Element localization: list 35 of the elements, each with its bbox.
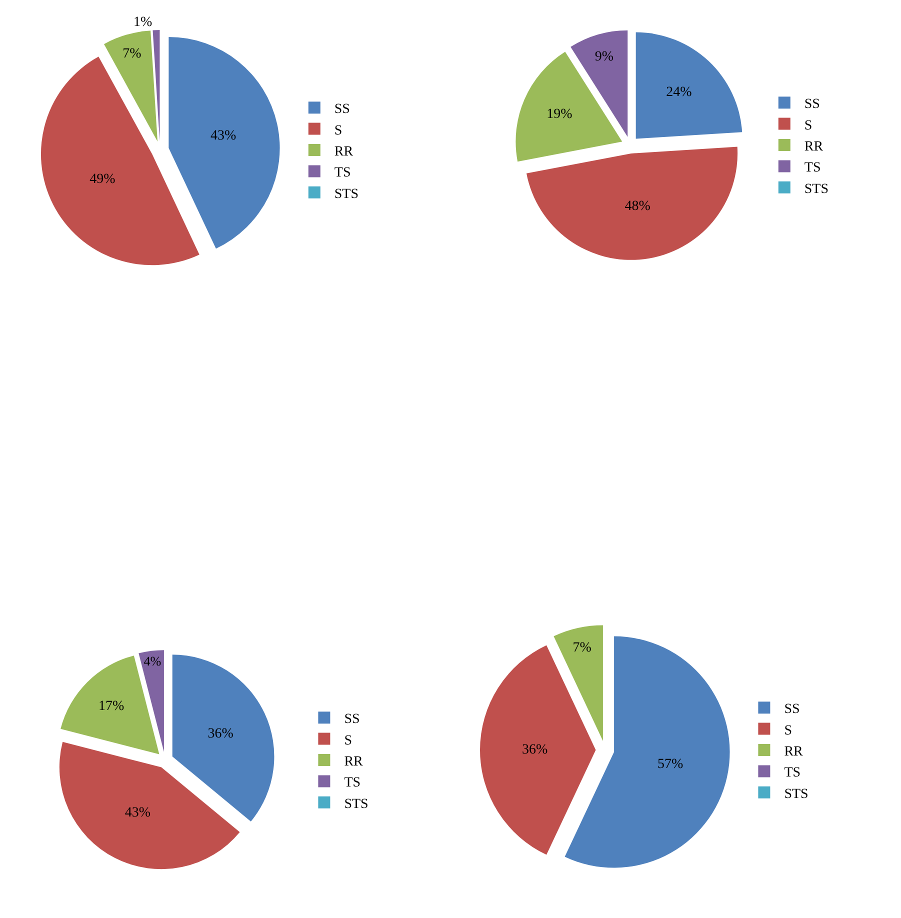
data-label: 36%: [208, 726, 234, 742]
legend-label: S: [784, 723, 792, 738]
legend-label: TS: [344, 776, 361, 791]
data-label: 9%: [594, 49, 614, 64]
data-label: 19%: [546, 107, 573, 122]
legend-label: STS: [334, 186, 359, 202]
legend-label: TS: [804, 160, 821, 176]
data-label: 4%: [144, 653, 162, 668]
data-label: 36%: [522, 742, 548, 758]
legend-label: SS: [784, 702, 800, 718]
legend-label: STS: [784, 786, 808, 802]
legend-label: STS: [344, 796, 368, 812]
data-label: 1%: [133, 15, 152, 30]
data-label: 7%: [572, 640, 592, 656]
data-label: 57%: [658, 757, 684, 772]
legend-label: SS: [804, 97, 820, 112]
data-label: 48%: [624, 198, 651, 214]
legend-label: S: [344, 733, 352, 748]
data-label: 49%: [90, 172, 116, 187]
data-label: 7%: [122, 46, 142, 62]
legend-label: TS: [334, 166, 351, 181]
data-label: 24%: [666, 85, 692, 100]
legend-label: S: [804, 118, 812, 134]
data-label: 17%: [98, 699, 125, 714]
legend-label: RR: [344, 754, 364, 770]
data-label: 43%: [124, 806, 151, 821]
legend-label: TS: [784, 766, 801, 781]
legend-label: RR: [804, 139, 824, 154]
legend-label: STS: [804, 182, 829, 197]
legend-label: SS: [334, 102, 350, 118]
legend-label: SS: [344, 712, 360, 728]
legend-label: RR: [784, 744, 804, 760]
legend-label: S: [334, 123, 342, 138]
legend-label: RR: [334, 144, 354, 160]
data-label: 43%: [210, 128, 237, 144]
